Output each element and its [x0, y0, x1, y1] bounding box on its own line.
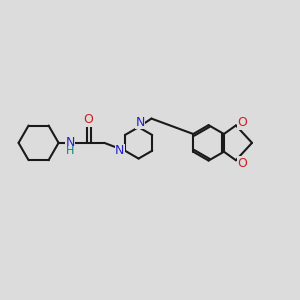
Text: N: N	[65, 136, 75, 149]
Text: O: O	[84, 113, 94, 126]
Text: O: O	[237, 157, 247, 169]
Text: N: N	[135, 116, 145, 128]
Text: N: N	[115, 144, 124, 157]
Text: H: H	[66, 146, 74, 156]
Text: O: O	[237, 116, 247, 129]
